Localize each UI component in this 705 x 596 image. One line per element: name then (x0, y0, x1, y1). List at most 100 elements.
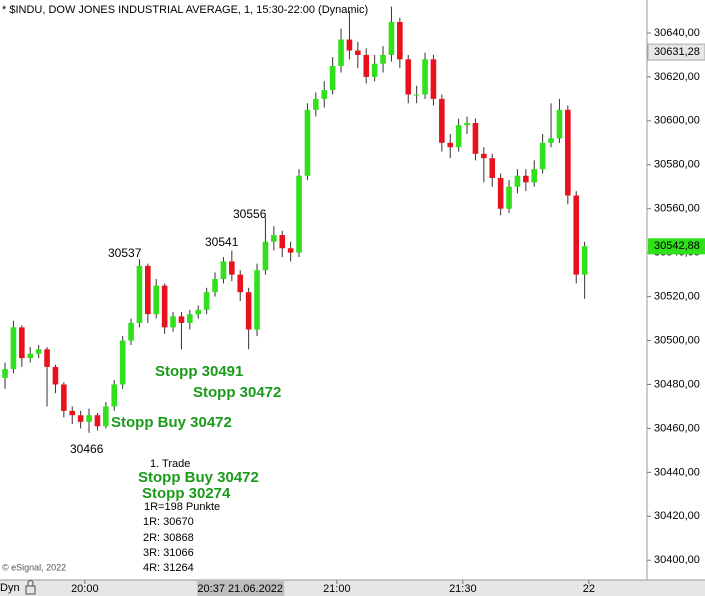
candle-body (380, 54, 386, 64)
candle-body (565, 109, 571, 196)
candle-body (52, 366, 59, 385)
annotation: 30541 (205, 235, 239, 249)
candle-body (229, 261, 235, 275)
candle-body (497, 177, 504, 209)
candle-body (170, 316, 176, 328)
candle-body (119, 340, 126, 385)
candle-body (430, 59, 437, 99)
candle-body (363, 54, 370, 77)
candle-body (539, 142, 546, 170)
candle-body (262, 241, 269, 271)
candle-body (287, 248, 294, 253)
candle-body (481, 153, 487, 159)
candle-body (506, 186, 512, 209)
annotation: Stopp Buy 30472 (111, 414, 232, 431)
annotation: 2R: 30868 (143, 532, 194, 544)
chart-title: * $INDU, DOW JONES INDUSTRIAL AVERAGE, 1… (2, 4, 368, 16)
y-tick-label: 30600,00 (654, 115, 700, 127)
candle-body (145, 265, 151, 315)
crosshair-price-label: 30631,28 (654, 46, 700, 58)
candle-body (86, 415, 92, 422)
candle-body (136, 265, 143, 323)
annotation: Stopp Buy 30472 (138, 469, 259, 486)
candle-body (388, 21, 395, 55)
x-tick-label: 22 (583, 583, 595, 595)
y-tick-label: 30580,00 (654, 159, 700, 171)
candle-body (573, 195, 580, 275)
candle-body (556, 109, 563, 139)
last-price-label: 30542,88 (654, 240, 700, 252)
candle-body (531, 169, 538, 183)
annotation: 1. Trade (150, 458, 190, 470)
y-tick-label: 30520,00 (654, 290, 700, 302)
y-tick-label: 30420,00 (654, 510, 700, 522)
candle-body (27, 353, 34, 359)
candle-body (187, 314, 193, 323)
x-axis-strip (0, 580, 705, 596)
candle-body (338, 39, 344, 66)
annotation: 30537 (108, 246, 142, 260)
y-tick-label: 30480,00 (654, 378, 700, 390)
y-tick-label: 30460,00 (654, 422, 700, 434)
candle-body (178, 316, 185, 323)
candle-body (44, 349, 50, 367)
candle-body (271, 235, 277, 242)
candle-body (203, 292, 210, 310)
candle-body (245, 292, 252, 330)
candle-body (77, 415, 84, 422)
copyright: © eSignal, 2022 (2, 562, 66, 572)
y-tick-label: 30620,00 (654, 71, 700, 83)
dyn-label[interactable]: Dyn (0, 582, 20, 594)
candle-body (212, 279, 218, 293)
candle-body (296, 175, 302, 253)
candle-body (447, 142, 454, 148)
annotation: 30466 (70, 442, 104, 456)
annotation: 1R: 30670 (143, 516, 194, 528)
candle-body (19, 327, 25, 359)
candle-body (94, 415, 101, 427)
candle-body (439, 98, 445, 143)
annotation: 3R: 31066 (143, 547, 194, 559)
candle-body (346, 39, 353, 51)
candle-body (455, 125, 462, 148)
crosshair-price-box (647, 43, 705, 61)
y-tick-label: 30400,00 (654, 554, 700, 566)
candle-body (103, 406, 109, 427)
annotation: Stopp 30472 (193, 384, 281, 401)
annotation: 30556 (233, 207, 267, 221)
candle-body (279, 235, 286, 249)
candle-body (464, 123, 470, 126)
candle-body (69, 410, 76, 416)
annotation: Stopp 30491 (155, 363, 243, 380)
candle-body (10, 327, 17, 370)
candle-body (548, 138, 554, 143)
candle-body (111, 384, 118, 407)
candle-body (161, 285, 168, 328)
crosshair-time-label: 20:37 21.06.2022 (197, 583, 283, 595)
candle-body (472, 123, 479, 154)
annotation: 1R=198 Punkte (144, 501, 220, 513)
candle-body (581, 246, 588, 275)
candle-body (371, 63, 378, 77)
candle-body (2, 369, 8, 378)
candle-body (321, 90, 328, 99)
candle-body (355, 50, 361, 55)
annotation: Stopp 30274 (142, 485, 231, 502)
candle-body (220, 261, 227, 280)
annotation: 4R: 31264 (143, 562, 194, 574)
x-tick-label: 21:00 (323, 583, 351, 595)
lock-icon[interactable] (25, 579, 36, 595)
candle-body (35, 349, 42, 354)
candle-body (128, 322, 134, 341)
candle-body (397, 21, 403, 60)
y-tick-label: 30500,00 (654, 334, 700, 346)
candle-body (422, 59, 428, 95)
candle-body (405, 59, 412, 95)
candle-body (489, 158, 496, 178)
candle-body (237, 274, 244, 293)
candle-body (413, 94, 420, 96)
candle-body (514, 175, 521, 187)
x-tick-label: 21:30 (449, 583, 477, 595)
candle-body (61, 384, 67, 411)
